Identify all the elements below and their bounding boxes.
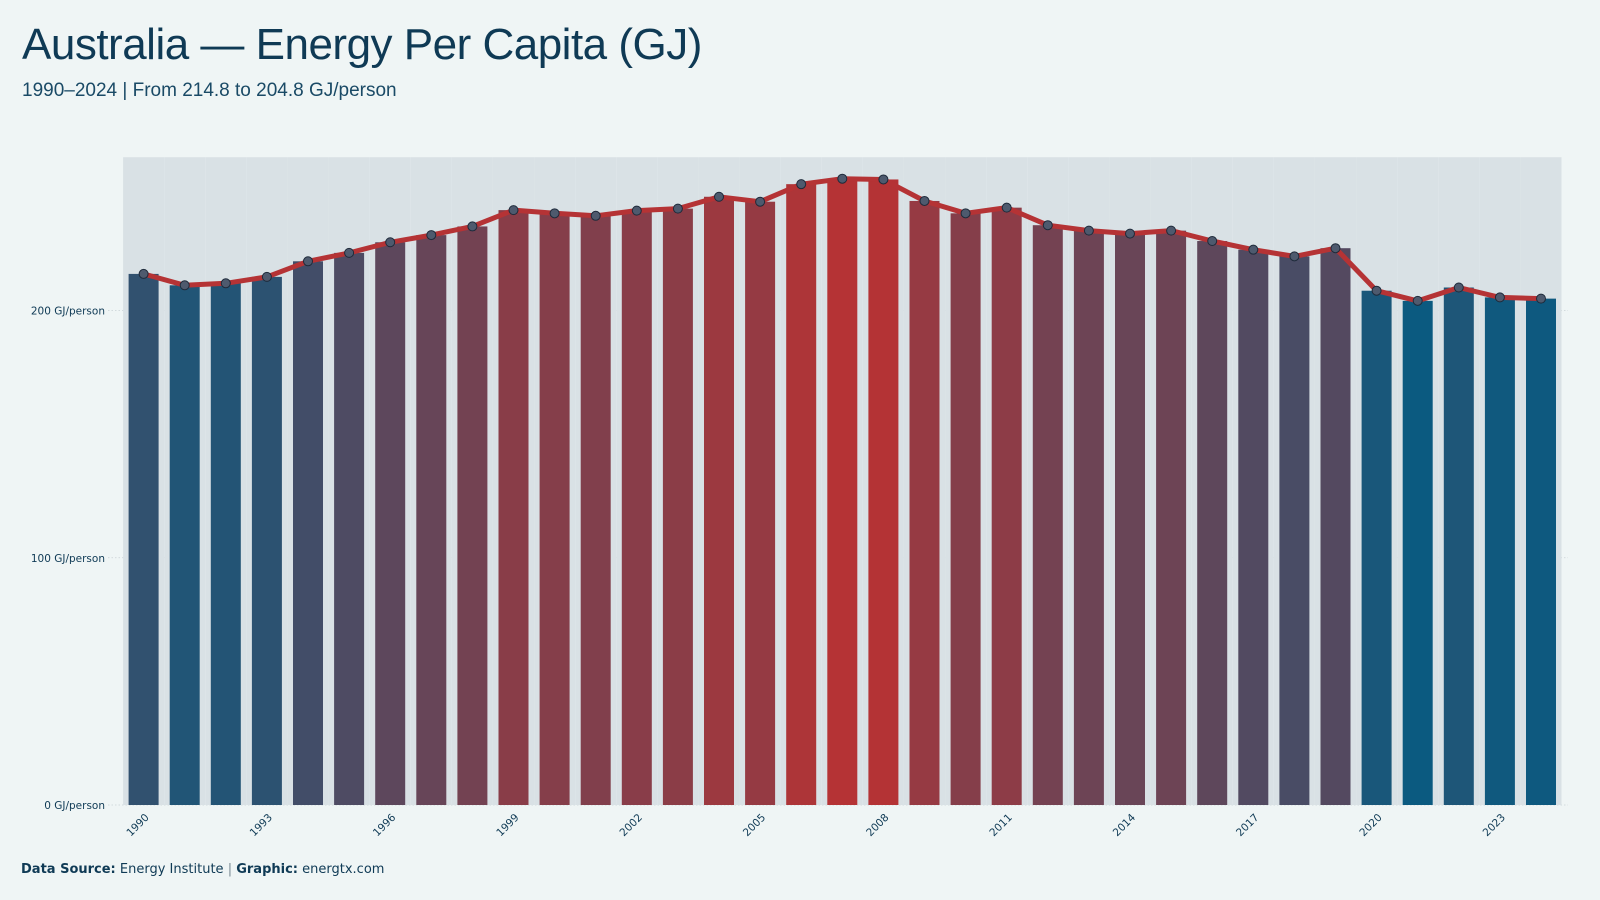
bar-2016 <box>1197 241 1228 805</box>
bar-2018 <box>1279 256 1310 805</box>
point-1995 <box>344 247 355 258</box>
x-tick-label: 2005 <box>741 812 768 839</box>
graphic-label: Graphic: <box>236 862 298 877</box>
bar-2023 <box>1484 297 1515 805</box>
bar-2004 <box>704 196 734 805</box>
bar-2022 <box>1443 287 1474 805</box>
x-tick-label: 2020 <box>1357 812 1384 839</box>
bar-1995 <box>334 252 365 805</box>
point-2002 <box>631 205 642 216</box>
point-2022 <box>1453 282 1464 293</box>
bar-2021 <box>1402 300 1433 805</box>
point-2012 <box>1042 220 1053 231</box>
bar-2024 <box>1526 298 1556 805</box>
y-tick-label: 200 GJ/person <box>31 306 105 318</box>
x-tick-label: 2008 <box>864 812 891 839</box>
point-2011 <box>1001 202 1012 213</box>
point-2005 <box>755 196 766 207</box>
bar-1996 <box>375 242 406 805</box>
x-tick-label: 1999 <box>494 812 521 839</box>
bar-2014 <box>1115 233 1145 806</box>
footer-separator: | <box>227 862 233 877</box>
bar-2003 <box>662 208 693 805</box>
bar-2008 <box>868 179 899 805</box>
source-label: Data Source: <box>21 862 116 877</box>
point-2018 <box>1289 251 1300 262</box>
bar-2002 <box>621 210 652 806</box>
point-2001 <box>590 210 601 221</box>
bar-1999 <box>498 210 529 805</box>
point-2019 <box>1330 243 1341 254</box>
point-2020 <box>1371 285 1382 296</box>
point-2015 <box>1166 225 1177 236</box>
point-2008 <box>878 174 889 185</box>
bar-1993 <box>251 276 282 805</box>
x-tick-label: 2011 <box>987 812 1014 839</box>
point-2010 <box>960 208 971 219</box>
bar-2013 <box>1073 230 1104 805</box>
x-tick-label: 2017 <box>1234 812 1261 839</box>
bar-1992 <box>210 283 241 805</box>
bar-2006 <box>786 184 817 805</box>
chart-title: Australia — Energy Per Capita (GJ) <box>22 20 702 69</box>
bar-2012 <box>1032 225 1063 806</box>
x-tick-label: 1996 <box>371 811 399 839</box>
chart-subtitle: 1990–2024 | From 214.8 to 204.8 GJ/perso… <box>22 80 397 101</box>
bar-1991 <box>169 285 200 805</box>
point-2016 <box>1207 236 1218 247</box>
point-2024 <box>1536 293 1546 304</box>
x-tick-label: 2002 <box>618 812 645 839</box>
graphic-value: energtx.com <box>302 862 385 877</box>
point-2014 <box>1125 228 1135 239</box>
point-1993 <box>261 271 272 282</box>
point-2000 <box>549 208 560 219</box>
bar-2015 <box>1156 230 1187 805</box>
point-2023 <box>1494 292 1505 303</box>
bar-1994 <box>293 261 323 805</box>
bar-2007 <box>827 178 858 805</box>
point-2017 <box>1248 244 1259 255</box>
footer: Data Source: Energy Institute | Graphic:… <box>21 862 384 877</box>
bar-2020 <box>1361 290 1392 806</box>
bar-1998 <box>457 226 488 805</box>
point-2004 <box>714 191 724 202</box>
bar-2011 <box>991 207 1022 806</box>
x-tick-label: 1990 <box>124 812 151 839</box>
bar-2017 <box>1238 249 1269 805</box>
y-tick-label: 0 GJ/person <box>44 800 105 812</box>
bar-2000 <box>539 213 570 805</box>
x-tick-label: 2014 <box>1111 811 1139 839</box>
y-tick-label: 100 GJ/person <box>31 553 105 565</box>
point-2021 <box>1412 295 1423 306</box>
bar-2010 <box>950 213 981 805</box>
bar-2005 <box>745 201 776 805</box>
bar-2019 <box>1320 248 1351 805</box>
bar-2009 <box>909 200 940 805</box>
point-2013 <box>1083 225 1094 236</box>
point-1996 <box>385 237 396 248</box>
point-2009 <box>919 195 930 206</box>
point-1990 <box>138 268 149 279</box>
x-tick-label: 2023 <box>1481 812 1508 839</box>
point-1999 <box>508 205 519 216</box>
point-1991 <box>179 280 190 291</box>
point-1994 <box>303 256 313 267</box>
point-2006 <box>796 179 807 190</box>
x-tick-label: 1993 <box>248 812 275 839</box>
bar-2001 <box>580 215 611 806</box>
bar-1990 <box>128 273 159 806</box>
point-2003 <box>672 203 683 214</box>
point-1992 <box>220 278 231 289</box>
bar-1997 <box>416 235 447 805</box>
point-1997 <box>426 230 437 241</box>
point-2007 <box>837 173 848 184</box>
source-value: Energy Institute <box>119 862 224 877</box>
point-1998 <box>467 221 478 232</box>
